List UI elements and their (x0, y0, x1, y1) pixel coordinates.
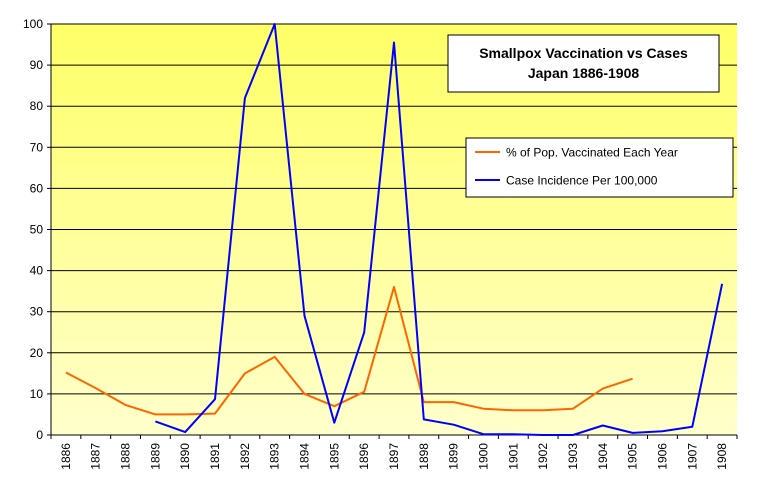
x-tick-label: 1896 (357, 443, 371, 470)
legend-label-vaccinated: % of Pop. Vaccinated Each Year (506, 146, 678, 160)
x-tick-label: 1907 (685, 443, 699, 470)
x-tick-label: 1901 (506, 443, 520, 470)
x-tick-label: 1900 (476, 443, 490, 470)
chart-subtitle: Japan 1886-1908 (528, 65, 640, 81)
x-tick-label: 1892 (238, 443, 252, 470)
y-tick-label: 100 (23, 17, 43, 31)
x-tick-label: 1887 (89, 443, 103, 470)
x-tick-label: 1893 (268, 443, 282, 470)
x-tick-label: 1886 (59, 443, 73, 470)
y-tick-label: 80 (30, 99, 44, 113)
y-tick-label: 90 (30, 58, 44, 72)
x-tick-label: 1888 (119, 443, 133, 470)
x-tick-label: 1891 (208, 443, 222, 470)
y-tick-label: 20 (30, 346, 44, 360)
y-tick-labels: 0 10 20 30 40 50 60 70 80 90 100 (23, 17, 43, 442)
chart-title: Smallpox Vaccination vs Cases (479, 45, 688, 61)
y-tick-label: 30 (30, 305, 44, 319)
x-tick-label: 1895 (327, 443, 341, 470)
x-tick-label: 1898 (417, 443, 431, 470)
x-tick-label: 1906 (655, 443, 669, 470)
y-tick-label: 0 (36, 428, 43, 442)
x-tick-label: 1889 (148, 443, 162, 470)
y-tick-label: 70 (30, 140, 44, 154)
x-tick-label: 1904 (596, 443, 610, 470)
y-tick-label: 40 (30, 264, 44, 278)
title-box: Smallpox Vaccination vs Cases Japan 1886… (448, 35, 719, 92)
x-tick-label: 1894 (298, 443, 312, 470)
x-tick-label: 1899 (447, 443, 461, 470)
x-tick-labels: 1886 1887 1888 1889 1890 1891 1892 1893 1894 1895… (59, 443, 729, 470)
y-tick-label: 60 (30, 181, 44, 195)
y-tick-label: 50 (30, 223, 44, 237)
legend: % of Pop. Vaccinated Each Year Case Inci… (466, 138, 733, 197)
x-tick-label: 1905 (626, 443, 640, 470)
x-tick-label: 1903 (566, 443, 580, 470)
x-tick-label: 1890 (178, 443, 192, 470)
y-tick-label: 10 (30, 387, 44, 401)
x-tick-label: 1897 (387, 443, 401, 470)
title-box-frame (448, 35, 719, 92)
legend-label-cases: Case Incidence Per 100,000 (506, 174, 658, 188)
x-tick-label: 1902 (536, 443, 550, 470)
x-tick-label: 1908 (715, 443, 729, 470)
